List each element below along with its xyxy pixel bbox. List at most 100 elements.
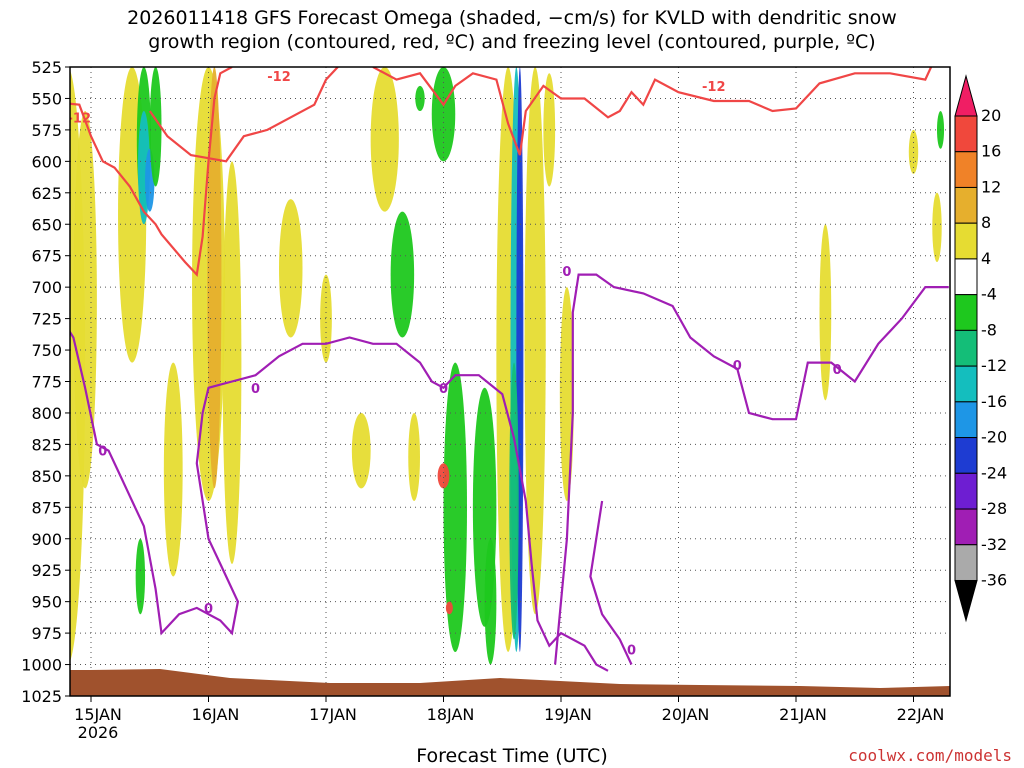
colorbar-label: 8 xyxy=(981,213,991,232)
contour-label: 0 xyxy=(204,602,213,617)
x-tick-label: 18JAN xyxy=(427,705,475,724)
colorbar-swatch xyxy=(954,151,978,188)
colorbar-swatch xyxy=(954,365,978,403)
colorbar-label: -28 xyxy=(981,499,1007,518)
colorbar-swatch xyxy=(954,544,978,581)
omega-shade xyxy=(390,211,415,338)
contour-label: 0 xyxy=(627,643,636,658)
contour-label: 0 xyxy=(439,382,448,397)
y-tick-label: 650 xyxy=(31,215,62,234)
colorbar-label: 20 xyxy=(981,106,1001,125)
omega-shade xyxy=(222,161,242,564)
y-axis: 525 550 575 600 625 650 675 700 725 750 775 800 825 8… xyxy=(21,58,70,706)
colorbar-swatch xyxy=(954,115,978,153)
y-tick-label: 700 xyxy=(31,278,62,297)
colorbar-swatch xyxy=(954,258,978,296)
site-credit: coolwx.com/models xyxy=(848,746,1012,765)
colorbar-swatch xyxy=(954,472,978,510)
colorbar-label: 4 xyxy=(981,249,991,268)
omega-shade xyxy=(431,67,456,162)
contour-dendritic-c xyxy=(372,67,933,156)
chart-title: 2026011418 GFS Forecast Omega (shaded, −… xyxy=(127,7,897,53)
omega-shade xyxy=(509,362,519,640)
omega-shade xyxy=(207,67,222,489)
y-tick-label: 925 xyxy=(31,561,62,580)
omega-shade xyxy=(279,199,303,338)
contour-label: -12 xyxy=(68,111,92,126)
omega-shade xyxy=(908,129,919,174)
omega-shade xyxy=(351,412,371,489)
y-tick-label: 850 xyxy=(31,467,62,486)
colorbar-arrow-bottom xyxy=(954,579,978,623)
y-tick-label: 675 xyxy=(31,247,62,266)
x-axis-title: Forecast Time (UTC) xyxy=(416,745,608,767)
x-tick-label: 16JAN xyxy=(192,705,240,724)
contour-label: 0 xyxy=(733,359,742,374)
y-tick-label: 525 xyxy=(31,58,62,77)
omega-shade xyxy=(135,538,146,615)
omega-shade xyxy=(819,224,832,401)
y-tick-label: 1000 xyxy=(21,656,62,675)
omega-shade xyxy=(524,67,546,615)
omega-shade xyxy=(370,67,399,212)
contour-dendritic xyxy=(70,67,233,278)
omega-shade xyxy=(543,73,556,187)
contour-freezing-b xyxy=(554,273,949,665)
x-tick-label: 21JAN xyxy=(779,705,827,724)
colorbar-swatch xyxy=(954,437,978,474)
omega-shade xyxy=(932,192,942,262)
omega-shade xyxy=(163,362,183,577)
ground-fill xyxy=(70,669,950,696)
contour-freezing-c xyxy=(589,500,633,665)
omega-shading xyxy=(70,67,945,665)
colorbar-label: -20 xyxy=(981,428,1007,447)
x-tick-label: 17JAN xyxy=(309,705,357,724)
colorbar-label: -36 xyxy=(981,570,1007,589)
colorbar-label: -4 xyxy=(981,285,997,304)
x-tick-label: 15JAN xyxy=(74,705,122,724)
colorbar-arrow-top xyxy=(954,74,978,117)
colorbar-label: -8 xyxy=(981,320,997,339)
y-tick-label: 950 xyxy=(31,593,62,612)
colorbar-label: -12 xyxy=(981,356,1007,375)
x-tick-label: 19JAN xyxy=(544,705,592,724)
y-tick-label: 875 xyxy=(31,498,62,517)
contour-label: -12 xyxy=(44,138,68,153)
y-tick-label: 775 xyxy=(31,373,62,392)
colorbar-swatch xyxy=(954,508,978,546)
terrain-ground xyxy=(70,669,950,696)
y-tick-label: 825 xyxy=(31,435,62,454)
y-tick-label: 1025 xyxy=(21,687,62,706)
colorbar-label: -24 xyxy=(981,463,1007,482)
colorbar-label: -16 xyxy=(981,392,1007,411)
x-tick-label: 20JAN xyxy=(662,705,710,724)
colorbar-label: 16 xyxy=(981,142,1001,161)
contour-label: 0 xyxy=(562,265,571,280)
colorbar-swatch xyxy=(954,186,978,224)
omega-shade xyxy=(437,463,450,489)
y-tick-label: 750 xyxy=(31,341,62,360)
colorbar: 20 16 12 8 4 -4 -8 -12 -16 -20 -24 -28 -32 -36 xyxy=(954,74,1007,623)
colorbar-label: -32 xyxy=(981,535,1007,554)
x-tick-sublabel: 2026 xyxy=(78,723,119,742)
contour-label: 0 xyxy=(251,382,260,397)
y-tick-label: 575 xyxy=(31,121,62,140)
y-tick-label: 975 xyxy=(31,624,62,643)
contour-label: -12 xyxy=(702,80,726,95)
colorbar-swatch xyxy=(954,294,978,331)
y-tick-label: 725 xyxy=(31,310,62,329)
x-tick-label: 22JAN xyxy=(897,705,945,724)
omega-shade xyxy=(408,412,420,502)
y-tick-label: 800 xyxy=(31,404,62,423)
colorbar-label: 12 xyxy=(981,177,1001,196)
y-tick-label: 550 xyxy=(31,89,62,108)
colorbar-swatch xyxy=(954,401,978,439)
omega-shade xyxy=(73,111,97,489)
y-tick-label: 900 xyxy=(31,530,62,549)
colorbar-swatch xyxy=(954,329,978,367)
contour-label: 0 xyxy=(98,445,107,460)
y-tick-label: 600 xyxy=(31,152,62,171)
